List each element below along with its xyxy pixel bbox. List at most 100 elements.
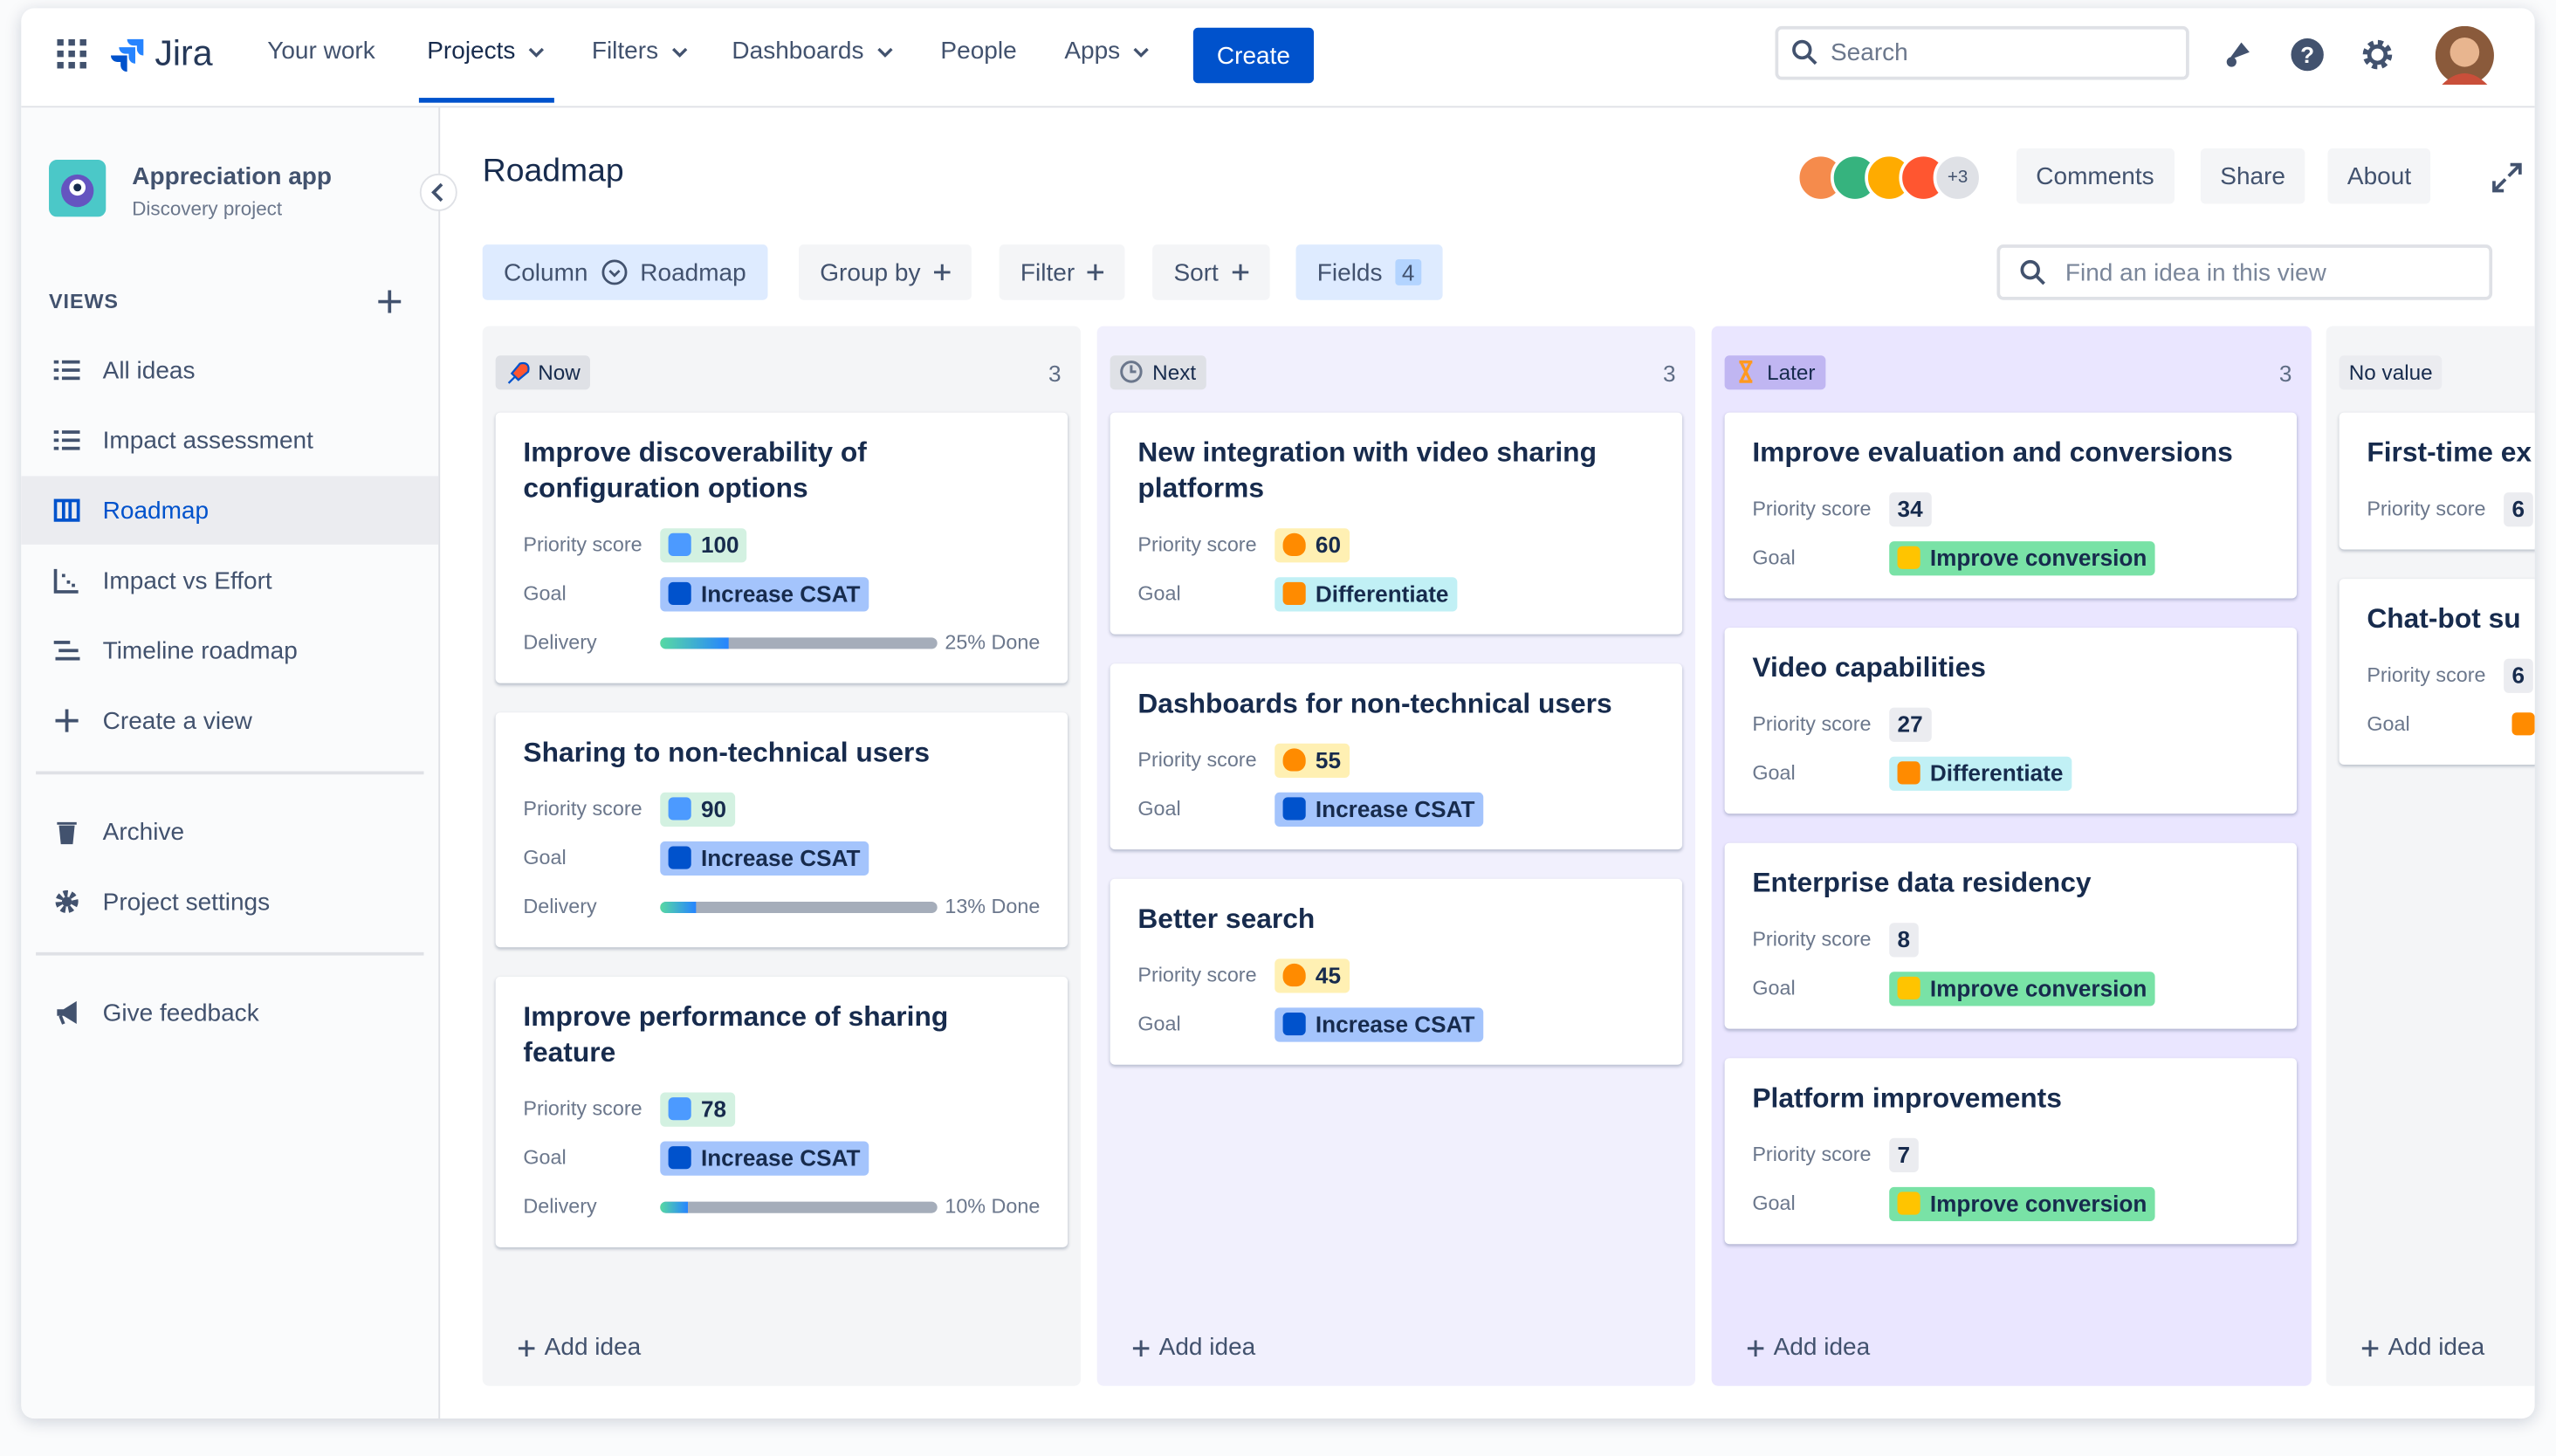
nav-item[interactable]: Apps (1064, 38, 1151, 65)
header-button[interactable]: About (2327, 148, 2431, 204)
fields-button[interactable]: Fields 4 (1295, 244, 1443, 300)
settings-icon[interactable] (2360, 38, 2395, 72)
dropdown-chevron (671, 46, 688, 57)
add-idea[interactable]: Add idea (1747, 1333, 1871, 1362)
idea-title: Improve evaluation and conversions (1752, 436, 2233, 469)
help-icon[interactable]: ? (2291, 38, 2325, 72)
plus-icon (1132, 1339, 1150, 1356)
goal-row: Goal Differentiate (1752, 748, 2269, 797)
archive[interactable]: Archive (21, 797, 438, 865)
sort-button[interactable]: Sort (1152, 244, 1269, 300)
user-avatar[interactable] (2435, 25, 2494, 86)
roadmap-column: Later 3 Improve evaluation and conversions… (1711, 326, 2312, 1386)
idea-card[interactable]: Chat-bot su Priority score 6 Goal (2339, 579, 2535, 766)
sidebar-view[interactable]: Timeline roadmap (21, 616, 438, 684)
roadmap-column: No value First-time ex Priority score 6 Chat… (2326, 326, 2535, 1386)
filter-label: Filter (1020, 258, 1075, 286)
create-button[interactable]: Create (1192, 27, 1315, 84)
nav-item[interactable]: People (940, 38, 1016, 65)
field-label: Priority score (1137, 748, 1257, 772)
idea-search[interactable]: Find an idea in this view (1996, 244, 2493, 300)
expand-icon[interactable] (2491, 161, 2523, 194)
idea-title: Enterprise data residency (1752, 867, 2092, 899)
header-button[interactable]: Share (2200, 148, 2305, 204)
view-label: Impact assessment (102, 426, 313, 455)
goal-icon (668, 581, 691, 605)
project-settings[interactable]: Project settings (21, 868, 438, 936)
priority-row: Priority score 90 (523, 784, 1040, 833)
app-switcher[interactable] (57, 38, 86, 69)
add-view-button[interactable] (378, 290, 402, 313)
goal-icon (2511, 712, 2535, 736)
goal-tag: Improve conversion (1889, 1185, 2155, 1221)
feedback[interactable]: Give feedback (21, 979, 438, 1047)
sidebar-view[interactable]: Roadmap (21, 476, 439, 545)
goal-row: Goal Increase CSAT (523, 833, 1040, 882)
priority-icon (1282, 532, 1306, 556)
nav-item[interactable]: Your work (267, 38, 375, 65)
priority-score: 27 (1897, 711, 1923, 738)
priority-score: 34 (1897, 495, 1923, 522)
add-idea[interactable]: Add idea (1132, 1334, 1255, 1362)
search-icon (2020, 259, 2045, 285)
column-setting[interactable]: Column Roadmap (482, 244, 768, 300)
create-view-icon (55, 709, 79, 732)
idea-card[interactable]: Enterprise data residency Priority score 8… (1724, 842, 2298, 1029)
column-value: Roadmap (640, 258, 746, 286)
idea-card[interactable]: Video capabilities Priority score 27 Goal Di… (1724, 628, 2298, 814)
idea-card[interactable]: Improve evaluation and conversions Priori… (1724, 412, 2298, 599)
sidebar-view[interactable]: Impact assessment (21, 406, 438, 474)
idea-card[interactable]: Platform improvements Priority score 7 Goal… (1724, 1058, 2298, 1245)
search-box[interactable]: Search (1775, 25, 2189, 80)
sidebar-view[interactable]: Impact vs Effort (21, 546, 438, 615)
group-by-button[interactable]: Group by (798, 244, 972, 300)
progress-track (660, 901, 937, 913)
nav-item[interactable]: Filters (592, 38, 690, 65)
idea-card[interactable]: First-time ex Priority score 6 (2339, 412, 2535, 550)
idea-card[interactable]: Dashboards for non-technical users Priori… (1110, 663, 1683, 850)
goal-tag: Increase CSAT (660, 576, 869, 611)
nav-item[interactable]: Projects (427, 38, 546, 65)
nav-item[interactable]: Dashboards (732, 38, 895, 65)
goal-icon (668, 846, 691, 869)
field-label: Delivery (523, 1195, 597, 1219)
idea-title: First-time ex (2367, 436, 2532, 469)
notifications-icon[interactable] (2222, 38, 2254, 70)
filter-button[interactable]: Filter (999, 244, 1126, 300)
idea-card[interactable]: New integration with video sharing platf… (1110, 412, 1683, 635)
column-icon (1120, 361, 1143, 383)
idea-card[interactable]: Better search Priority score 45 Goal Increas… (1110, 878, 1683, 1065)
add-idea[interactable]: Add idea (518, 1334, 641, 1362)
field-label: Priority score (1137, 532, 1257, 556)
svg-text:?: ? (2300, 42, 2314, 68)
chevron-circle (601, 259, 627, 285)
priority-score: 60 (1315, 531, 1342, 558)
add-idea[interactable]: Add idea (2361, 1334, 2484, 1362)
create-view[interactable]: Create a view (21, 686, 438, 754)
goal-icon (1282, 581, 1306, 605)
goal-icon (1282, 797, 1306, 821)
collapse-button[interactable] (419, 173, 458, 212)
idea-card[interactable]: Improve discoverability of configuration… (495, 412, 1068, 683)
progress-label: 10% Done (945, 1195, 1041, 1219)
header-button[interactable]: Comments (2016, 148, 2175, 204)
view-label: Impact vs Effort (102, 567, 272, 594)
goal-label: Increase CSAT (700, 1144, 861, 1171)
sidebar-view[interactable]: All ideas (21, 336, 438, 404)
goal-row: Goal (2367, 699, 2535, 748)
priority-badge: 6 (2504, 657, 2533, 692)
product-name[interactable]: Jira (155, 32, 213, 74)
idea-card[interactable]: Sharing to non-technical users Priority s… (495, 712, 1068, 948)
project-name[interactable]: Appreciation app (132, 162, 333, 191)
idea-title: Dashboards for non-technical users (1137, 688, 1612, 719)
archive-label: Archive (102, 817, 185, 846)
archive-icon (57, 821, 77, 845)
priority-row: Priority score 8 (1752, 915, 2269, 964)
priority-row: Priority score 60 (1137, 520, 1654, 569)
idea-card[interactable]: Improve performance of sharing feature Pr… (495, 976, 1068, 1247)
column-header: Later (1724, 355, 1825, 390)
add-idea-label: Add idea (1773, 1333, 1871, 1362)
priority-badge: 7 (1889, 1137, 1919, 1172)
field-label: Goal (1752, 546, 1796, 569)
